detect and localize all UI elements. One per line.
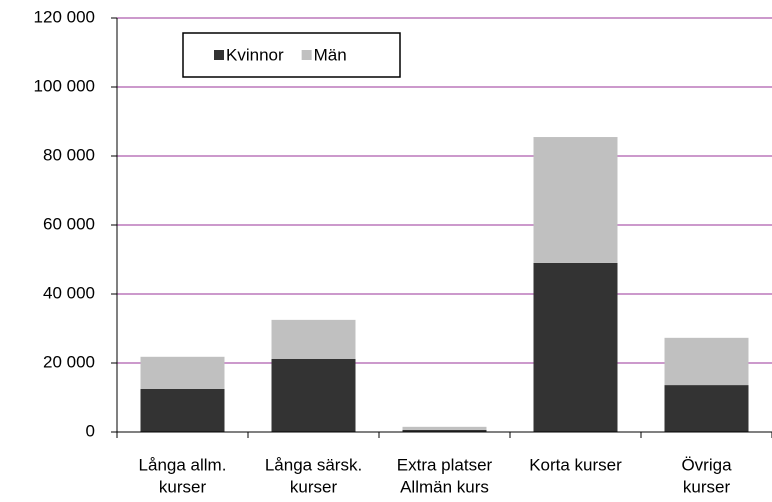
legend-label: Kvinnor [226,45,284,64]
bar-segment [402,426,487,430]
bar-segment [533,262,618,432]
bar-segment [271,319,356,359]
x-tick-label: Långa allm. [139,455,227,474]
legend-label: Män [314,45,347,64]
bar-segment [664,337,749,386]
x-tick-label: kurser [290,477,338,496]
y-tick-label: 60 000 [43,214,95,233]
bar-segment [271,358,356,432]
x-tick-label: Allmän kurs [400,477,489,496]
y-tick-label: 20 000 [43,352,95,371]
x-tick-label: kurser [159,477,207,496]
bar-segment [664,385,749,432]
bar-segment [533,137,618,263]
y-tick-label: 40 000 [43,283,95,302]
y-tick-label: 100 000 [34,76,95,95]
bar-segment [402,429,487,432]
x-tick-label: Övriga [681,455,732,474]
bar-segment [140,356,225,389]
x-tick-label: kurser [683,477,731,496]
y-tick-label: 80 000 [43,145,95,164]
legend-swatch [301,50,312,60]
x-tick-label: Extra platser [397,455,493,474]
bar-segment [140,388,225,432]
y-tick-label: 0 [86,421,95,440]
x-tick-label: Långa särsk. [265,455,362,474]
x-tick-label: Korta kurser [529,455,622,474]
y-tick-label: 120 000 [34,7,95,26]
legend-swatch [214,50,224,60]
